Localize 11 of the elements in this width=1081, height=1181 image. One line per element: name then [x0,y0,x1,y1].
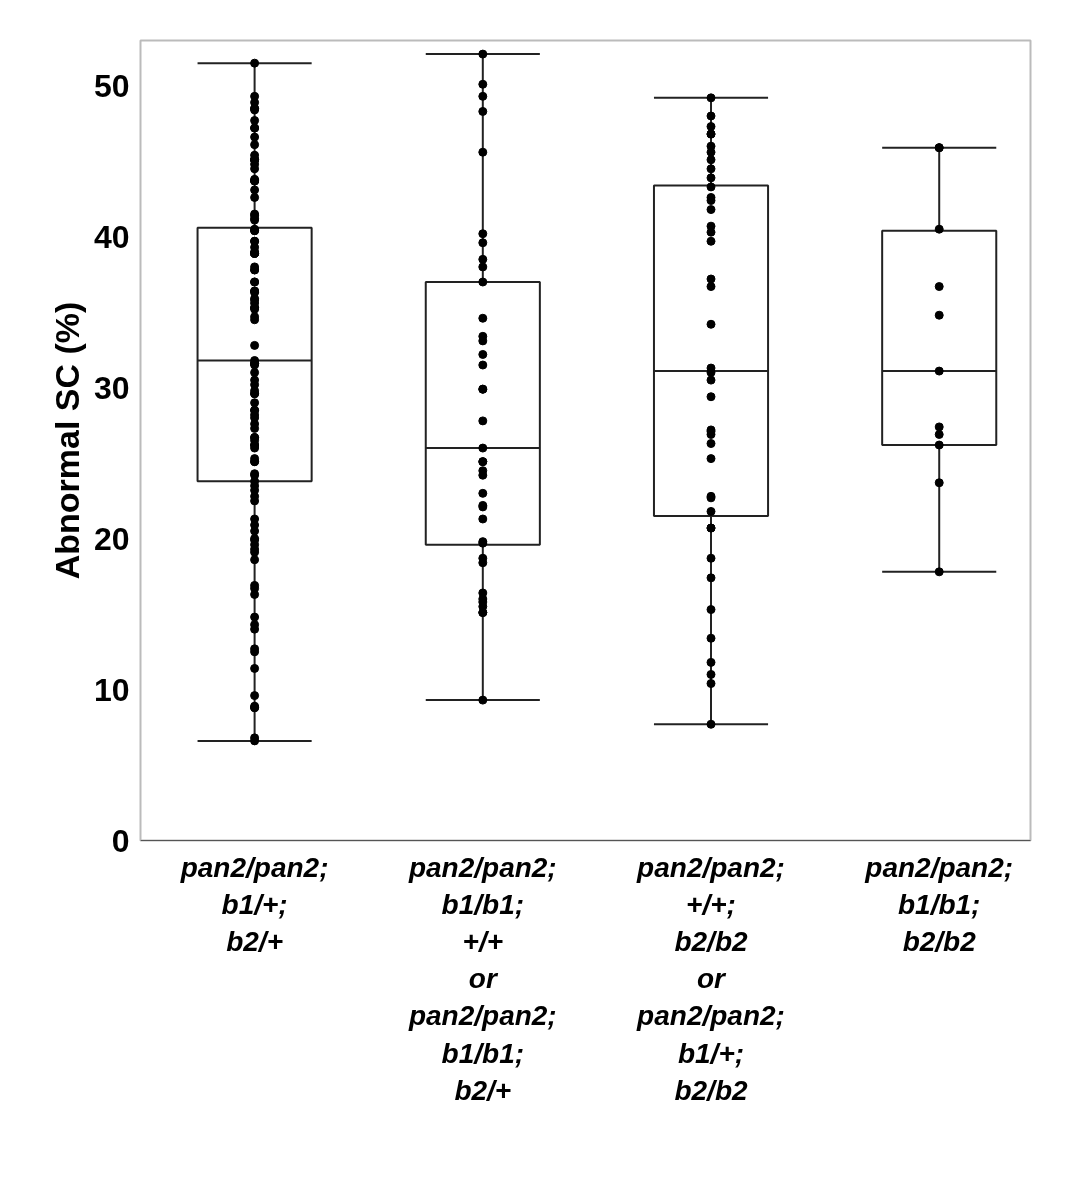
x-tick-label: pan2/pan2; b1/+; b2/+ [179,851,329,957]
y-tick-label: 50 [93,67,130,104]
y-tick-label: 30 [93,369,130,406]
x-tick-label: pan2/pan2; +/+; b2/b2 or pan2/pan2; b1/+; b2/b2 [636,851,785,1106]
x-tick-label: pan2/pan2; b1/b1; +/+ or pan2/pan2; b1/b1; b2/+ [407,851,557,1106]
x-tick-label: pan2/pan2; b1/b1; b2/b2 [864,851,1014,957]
y-tick-label: 10 [93,671,130,708]
y-tick-label: 20 [93,520,130,557]
y-axis-title: Abnormal SC (%) [47,301,86,580]
y-tick-label: 40 [93,218,130,255]
y-tick-label: 0 [111,822,130,859]
